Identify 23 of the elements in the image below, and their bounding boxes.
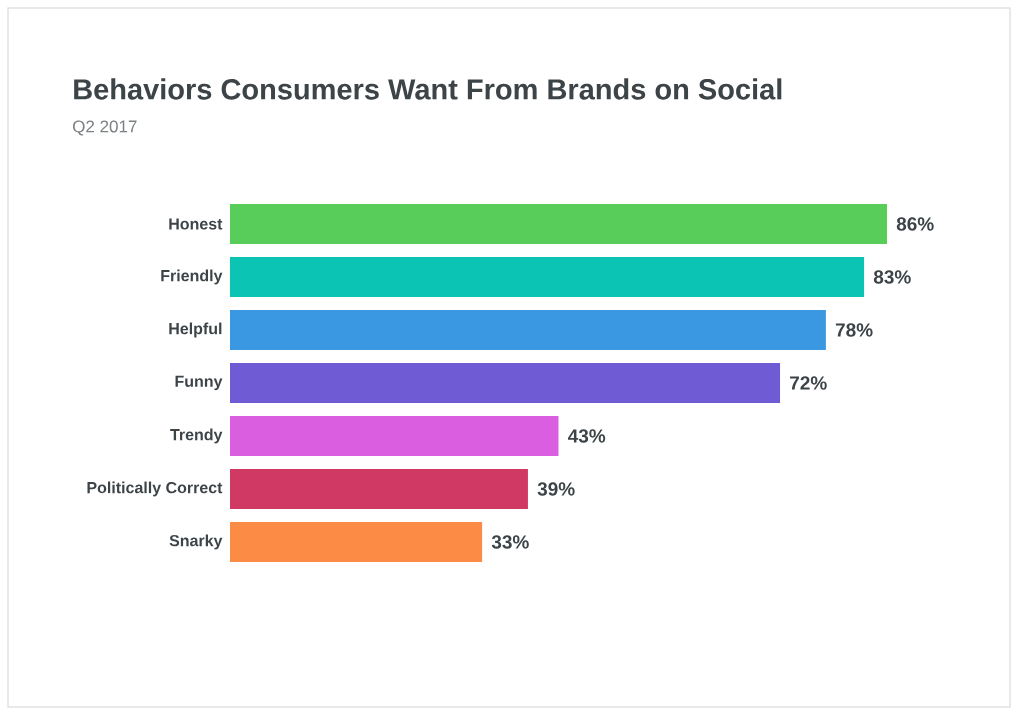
y-tick-label: Friendly: [161, 269, 223, 285]
y-tick-label: Snarky: [169, 534, 223, 550]
y-tick-label: Honest: [169, 218, 223, 230]
y-tick-label: Politically Correct: [87, 481, 223, 497]
data-label: 43%: [567, 429, 606, 443]
data-label: 72%: [790, 376, 827, 390]
bar: [230, 362, 781, 403]
bar: [230, 415, 559, 456]
chart-title: Behaviors Consumers Want From Brands on Social: [74, 78, 782, 100]
data-label: 39%: [537, 482, 575, 496]
data-label: 86%: [896, 217, 934, 231]
y-tick-label: Helpful: [169, 322, 222, 338]
y-tick-label: Trendy: [170, 428, 223, 444]
bar: [230, 468, 528, 509]
chart-subtitle: Q2 2017: [73, 120, 137, 136]
data-label: 78%: [835, 323, 873, 337]
y-tick-label: Funny: [175, 375, 223, 391]
bar: [230, 309, 826, 350]
data-label: 33%: [491, 535, 529, 549]
data-label: 83%: [873, 270, 911, 284]
bar: [230, 256, 865, 297]
bar: [230, 204, 887, 244]
bar: [230, 521, 483, 562]
